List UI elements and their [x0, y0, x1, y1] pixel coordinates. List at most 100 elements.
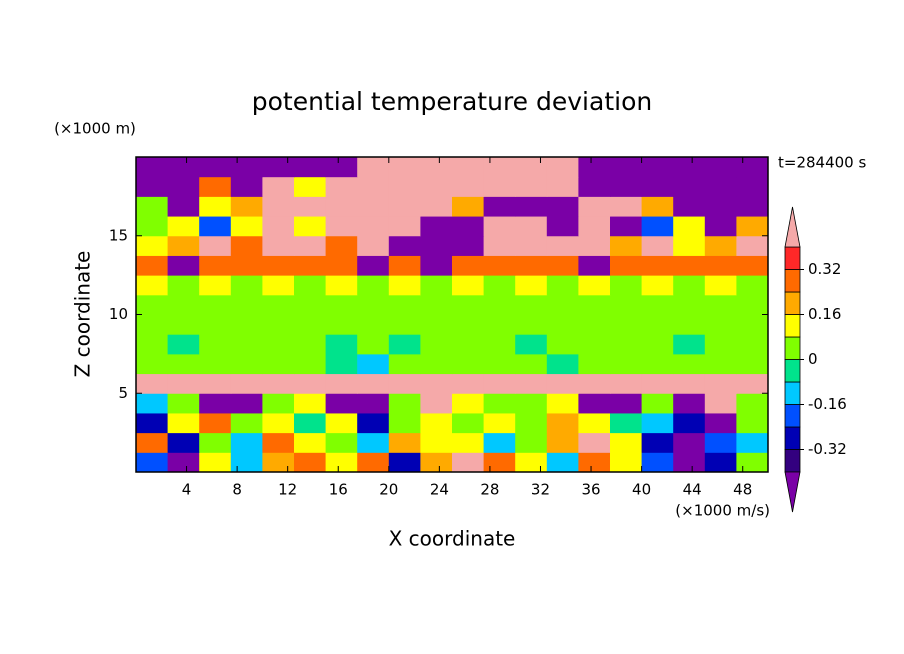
contour-cell [452, 353, 485, 375]
x-tick-label: 20 [379, 481, 398, 499]
contour-cell [388, 452, 421, 473]
contour-cell [546, 255, 579, 276]
contour-cell [578, 393, 611, 414]
contour-cell [167, 157, 200, 178]
contour-cell [704, 432, 737, 453]
contour-cell [515, 176, 548, 197]
contour-cell [578, 216, 611, 237]
x-tick-label: 48 [733, 481, 752, 499]
colorbar-extend-low [784, 471, 801, 513]
contour-cell [325, 334, 358, 355]
x-axis-label: X coordinate [389, 527, 516, 551]
contour-cell [388, 275, 421, 296]
contour-cell [262, 432, 295, 453]
contour-cell [294, 294, 327, 315]
contour-cell [546, 353, 579, 375]
contour-cell [167, 176, 200, 197]
contour-cell [483, 412, 516, 434]
contour-cell [325, 314, 358, 335]
contour-cell [673, 275, 706, 296]
contour-cell [483, 334, 516, 355]
contour-cell [325, 255, 358, 276]
contour-cell [546, 294, 579, 315]
contour-cell [641, 275, 674, 296]
contour-cell [357, 373, 390, 394]
contour-cell [325, 353, 358, 375]
contour-cell [136, 334, 169, 355]
contour-cell [262, 235, 295, 256]
contour-cell [357, 334, 390, 355]
colorbar-segment [784, 381, 801, 405]
contour-cell [357, 235, 390, 256]
y-tick-label: 5 [118, 384, 128, 402]
contour-cell [199, 393, 232, 414]
contour-cell [610, 176, 643, 197]
colorbar-extend-high [784, 206, 801, 248]
contour-cell [357, 432, 390, 453]
contour-cell [483, 393, 516, 414]
contour-cell [230, 196, 263, 217]
contour-cell [515, 157, 548, 178]
contour-cell [736, 432, 769, 453]
contour-cell [546, 176, 579, 197]
contour-cell [230, 412, 263, 434]
contour-cell [294, 275, 327, 296]
contour-cell [199, 314, 232, 335]
x-tick-label: 24 [430, 481, 449, 499]
contour-cell [610, 393, 643, 414]
contour-cell [578, 373, 611, 394]
contour-cell [578, 275, 611, 296]
contour-cell [294, 393, 327, 414]
contour-cell [610, 216, 643, 237]
contour-cell [230, 452, 263, 473]
contour-cell [546, 373, 579, 394]
contour-cell [673, 393, 706, 414]
contour-cell [610, 275, 643, 296]
contour-cell [610, 432, 643, 453]
contour-cell [136, 235, 169, 256]
contour-cell [483, 314, 516, 335]
contour-cell [420, 452, 453, 473]
contour-cell [294, 255, 327, 276]
x-tick-label: 40 [632, 481, 651, 499]
contour-cell [199, 176, 232, 197]
contour-cell [673, 196, 706, 217]
y-unit: (×1000 m) [54, 120, 136, 138]
contour-cell [515, 393, 548, 414]
contour-cell [262, 255, 295, 276]
contour-cell [199, 353, 232, 375]
contour-cell [515, 314, 548, 335]
contour-cell [452, 176, 485, 197]
contour-cell [420, 432, 453, 453]
contour-cell [673, 412, 706, 434]
contour-cell [704, 255, 737, 276]
contour-cell [483, 373, 516, 394]
contour-cell [199, 235, 232, 256]
contour-cell [704, 216, 737, 237]
contour-cell [704, 353, 737, 375]
contour-cell [136, 275, 169, 296]
contour-cell [578, 157, 611, 178]
contour-cell [294, 452, 327, 473]
contour-cell [420, 255, 453, 276]
colorbar-segment [784, 269, 801, 293]
contour-cell [167, 393, 200, 414]
contour-cell [704, 412, 737, 434]
contour-cell [578, 196, 611, 217]
contour-cell [483, 216, 516, 237]
contour-cell [294, 314, 327, 335]
contour-cell [578, 176, 611, 197]
contour-cell [452, 196, 485, 217]
contour-cell [578, 294, 611, 315]
contour-cell [578, 353, 611, 375]
contour-cell [610, 452, 643, 473]
contour-cell [420, 373, 453, 394]
contour-cell [167, 216, 200, 237]
contour-cell [420, 216, 453, 237]
contour-cell [294, 334, 327, 355]
x-tick-label: 36 [581, 481, 600, 499]
contour-cell [736, 235, 769, 256]
contour-cell [262, 353, 295, 375]
contour-cell [388, 314, 421, 335]
contour-cell [515, 235, 548, 256]
